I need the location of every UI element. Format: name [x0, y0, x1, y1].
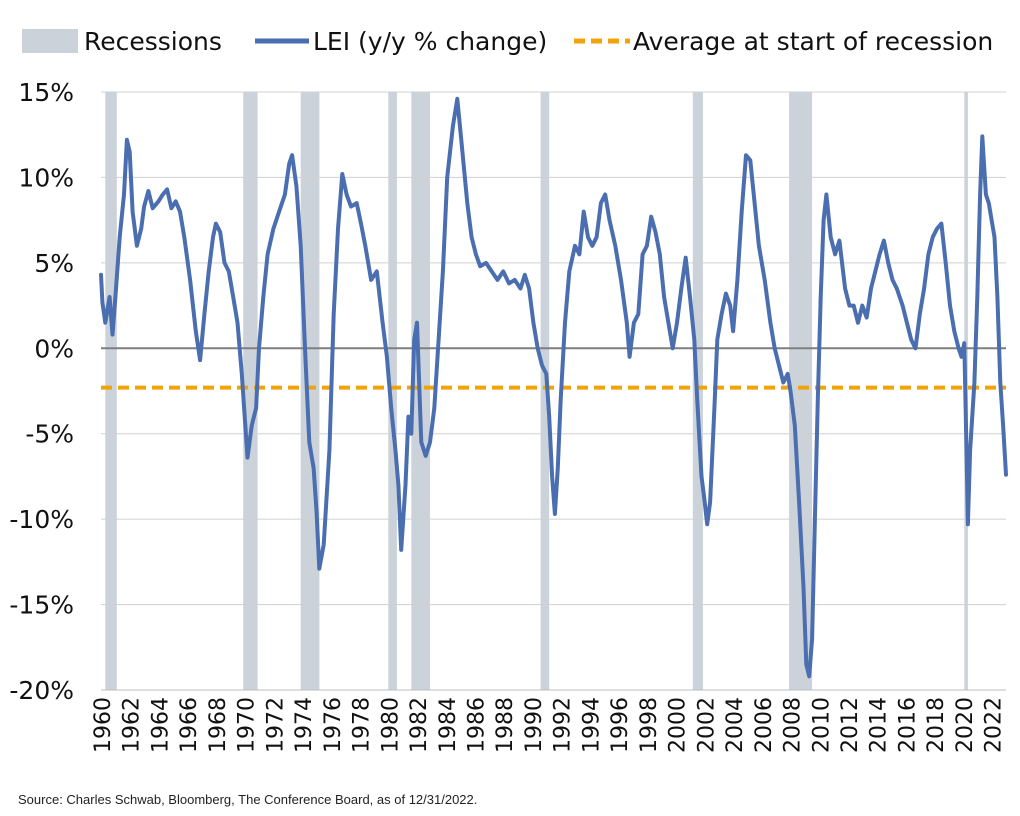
x-tick-label: 1966 [177, 697, 202, 753]
x-tick-label: 1968 [206, 697, 231, 753]
legend-label-average: Average at start of recession [633, 27, 993, 56]
legend-swatch-recessions [22, 29, 78, 53]
x-tick-label: 2020 [953, 697, 978, 753]
recession-band [243, 92, 258, 690]
recession-bands [105, 92, 968, 690]
gridlines [101, 91, 1006, 691]
y-axis: 15% 10% 5% 0% -5% -10% -15% -20% [9, 78, 74, 705]
recession-band [540, 92, 550, 690]
y-tick-label: -5% [25, 420, 74, 449]
y-tick-label: 0% [34, 334, 74, 363]
chart-legend: Recessions LEI (y/y % change) Average at… [22, 27, 993, 56]
x-tick-label: 1964 [149, 697, 174, 753]
recession-band [388, 92, 397, 690]
x-tick-label: 2018 [924, 697, 949, 753]
recession-band [300, 92, 320, 690]
x-tick-label: 1970 [235, 697, 260, 753]
y-tick-label: 15% [18, 78, 74, 107]
x-tick-label: 1980 [378, 697, 403, 753]
x-tick-label: 1984 [436, 697, 461, 753]
x-tick-label: 1988 [493, 697, 518, 753]
recession-band [105, 92, 117, 690]
y-tick-label: -15% [9, 591, 74, 620]
x-tick-label: 2012 [838, 697, 863, 753]
x-axis: 1960 1962 1964 1966 1968 1970 1972 1974 1976 1978… [91, 689, 1007, 753]
y-tick-label: -20% [9, 676, 74, 705]
x-tick-label: 1990 [522, 697, 547, 753]
x-tick-label: 1994 [579, 697, 604, 753]
x-tick-label: 1962 [120, 697, 145, 753]
x-tick-label: 1996 [608, 697, 633, 753]
source-note: Source: Charles Schwab, Bloomberg, The C… [18, 792, 478, 807]
x-tick-label: 1992 [551, 697, 576, 753]
x-tick-label: 1998 [637, 697, 662, 753]
x-tick-label: 2004 [723, 697, 748, 753]
x-tick-label: 1972 [263, 697, 288, 753]
y-tick-label: 5% [34, 249, 74, 278]
x-tick-label: 1986 [465, 697, 490, 753]
y-tick-label: 10% [18, 163, 74, 192]
legend-label-recessions: Recessions [84, 27, 222, 56]
x-tick-label: 2000 [666, 697, 691, 753]
x-tick-label: 2002 [694, 697, 719, 753]
x-tick-label: 1974 [292, 697, 317, 753]
legend-label-lei: LEI (y/y % change) [313, 27, 547, 56]
x-tick-label: 1978 [350, 697, 375, 753]
x-tick-label: 2008 [781, 697, 806, 753]
recession-band [789, 92, 813, 690]
x-tick-label: 2022 [982, 697, 1007, 753]
x-tick-label: 1982 [407, 697, 432, 753]
x-tick-label: 2010 [809, 697, 834, 753]
y-tick-label: -10% [9, 505, 74, 534]
x-tick-label: 2006 [752, 697, 777, 753]
x-tick-label: 1976 [321, 697, 346, 753]
x-tick-label: 2016 [895, 697, 920, 753]
x-tick-label: 1960 [91, 697, 116, 753]
lei-series-line [99, 96, 1008, 679]
x-tick-label: 2014 [867, 697, 892, 753]
